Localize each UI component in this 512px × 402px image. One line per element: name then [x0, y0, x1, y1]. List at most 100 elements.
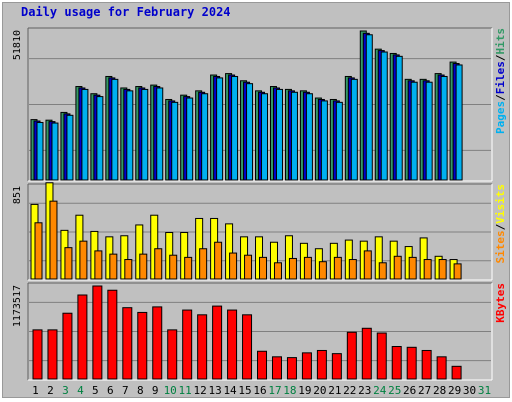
bar-kbytes-day-25: [391, 346, 402, 380]
bar-sites-day-20: [318, 261, 327, 280]
bar-sites-day-29: [453, 263, 462, 280]
bar-pages-day-11: [186, 97, 194, 181]
bar-kbytes-day-19: [301, 352, 312, 380]
day-label-28: 28: [433, 384, 446, 397]
bar-pages-day-2: [51, 122, 59, 181]
day-label-23: 23: [358, 384, 371, 397]
bar-kbytes-day-16: [257, 350, 268, 380]
bar-kbytes-day-4: [77, 294, 88, 380]
bar-sites-day-16: [259, 256, 268, 280]
bar-kbytes-day-12: [197, 314, 208, 380]
day-label-26: 26: [403, 384, 416, 397]
legend-entry: Sites: [494, 230, 507, 263]
bar-kbytes-day-29: [451, 365, 462, 380]
legend-entry: Hits: [494, 28, 507, 55]
bar-sites-day-25: [393, 255, 402, 280]
legend: Sites/Visits: [494, 184, 507, 264]
bar-sites-day-22: [348, 259, 357, 280]
day-label-24: 24: [373, 384, 387, 397]
y-axis-max-label: 1173517: [12, 285, 23, 327]
bar-pages-day-15: [246, 83, 254, 181]
day-label-30: 30: [463, 384, 476, 397]
legend-entry: /: [494, 54, 507, 61]
bar-kbytes-day-1: [32, 329, 43, 380]
legend-entry: Files: [494, 61, 507, 94]
day-label-25: 25: [388, 384, 401, 397]
bar-pages-day-9: [156, 87, 164, 181]
bar-pages-day-4: [81, 88, 89, 181]
legend-entry: KBytes: [494, 283, 507, 323]
bar-pages-day-7: [126, 90, 134, 181]
bar-kbytes-day-28: [436, 356, 447, 380]
bar-kbytes-day-20: [316, 349, 327, 380]
day-label-15: 15: [238, 384, 251, 397]
bar-pages-day-18: [290, 91, 298, 181]
panel-kbytes: 1173517 KBytes: [12, 282, 507, 381]
bar-sites-day-27: [423, 259, 432, 280]
bar-pages-day-27: [425, 81, 433, 181]
bar-kbytes-day-6: [107, 289, 118, 380]
bar-sites-day-12: [199, 248, 208, 280]
chart-title: Daily usage for February 2024: [21, 5, 231, 19]
bar-kbytes-day-5: [92, 285, 103, 380]
day-label-22: 22: [343, 384, 356, 397]
bar-pages-day-23: [365, 34, 373, 181]
day-label-10: 10: [164, 384, 177, 397]
bar-kbytes-day-7: [122, 307, 133, 380]
legend-entry: /: [494, 223, 507, 230]
daily-usage-chart: 51810Pages/Files/Hits851Sites/Visits1173…: [12, 27, 507, 397]
bar-kbytes-day-14: [227, 309, 238, 380]
bar-kbytes-day-3: [62, 312, 73, 380]
day-label-18: 18: [283, 384, 296, 397]
legend: KBytes: [494, 283, 507, 323]
day-label-13: 13: [208, 384, 221, 397]
bar-sites-day-11: [184, 256, 193, 280]
bar-kbytes-day-2: [47, 329, 58, 380]
bar-kbytes-day-21: [331, 353, 342, 380]
bar-kbytes-day-22: [346, 331, 357, 380]
bar-sites-day-5: [94, 250, 103, 280]
bar-pages-day-22: [350, 78, 358, 181]
bar-pages-day-1: [36, 121, 44, 181]
x-axis-day-labels: 1 2 3 4 5 6 7 8 9 10 11 12 13 14 15 16 17 18 19 20 21 22 23 24 2…: [32, 384, 491, 397]
bar-pages-day-5: [96, 96, 104, 181]
bar-kbytes-day-23: [361, 327, 372, 380]
bar-kbytes-day-10: [167, 329, 178, 380]
day-label-14: 14: [223, 384, 237, 397]
bar-kbytes-day-9: [152, 306, 163, 380]
bar-sites-day-15: [244, 254, 253, 280]
day-label-4: 4: [77, 384, 84, 397]
bar-pages-day-17: [275, 88, 283, 181]
panel-visits-sites: 851 Sites/Visits: [12, 182, 507, 281]
bar-pages-day-13: [216, 77, 224, 181]
day-label-31: 31: [478, 384, 491, 397]
day-label-29: 29: [448, 384, 461, 397]
day-label-19: 19: [298, 384, 311, 397]
bar-kbytes-day-18: [286, 357, 297, 380]
bar-sites-day-28: [438, 259, 447, 280]
y-axis-max-label: 51810: [12, 30, 23, 60]
bar-pages-day-28: [440, 75, 448, 181]
bar-sites-day-21: [333, 256, 342, 280]
bar-sites-day-10: [169, 254, 178, 280]
bar-sites-day-6: [109, 253, 118, 280]
day-label-20: 20: [313, 384, 326, 397]
bar-sites-day-13: [214, 241, 223, 280]
day-label-27: 27: [418, 384, 431, 397]
day-label-17: 17: [268, 384, 281, 397]
bar-pages-day-16: [261, 93, 269, 181]
bar-kbytes-day-8: [137, 311, 148, 380]
bar-sites-day-24: [378, 262, 387, 280]
day-label-7: 7: [122, 384, 129, 397]
day-label-16: 16: [253, 384, 266, 397]
bar-sites-day-1: [34, 222, 43, 280]
y-axis-max-label: 851: [12, 186, 23, 204]
bar-pages-day-24: [380, 51, 388, 181]
bar-pages-day-29: [455, 64, 463, 181]
bar-pages-day-8: [141, 88, 149, 181]
bar-sites-day-7: [124, 259, 133, 280]
usage-chart-frame: Daily usage for February 2024 51810 Pages…: [2, 2, 510, 398]
day-label-1: 1: [32, 384, 39, 397]
bar-sites-day-17: [273, 262, 282, 280]
